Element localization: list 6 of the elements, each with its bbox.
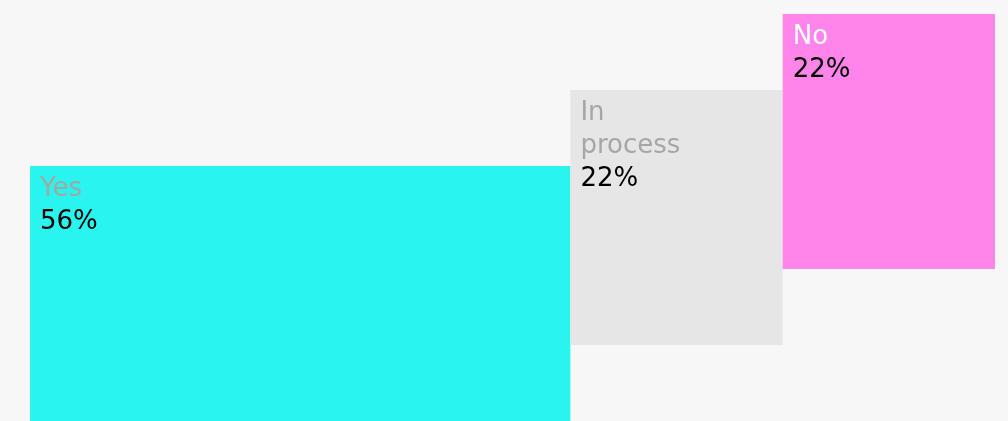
category-label: No — [792, 19, 829, 50]
category-label: In process — [580, 95, 681, 159]
data-label: 22% — [792, 52, 851, 83]
category-label: Yes — [39, 171, 82, 202]
data-label: 56% — [40, 204, 98, 235]
data-label: 22% — [580, 161, 639, 192]
